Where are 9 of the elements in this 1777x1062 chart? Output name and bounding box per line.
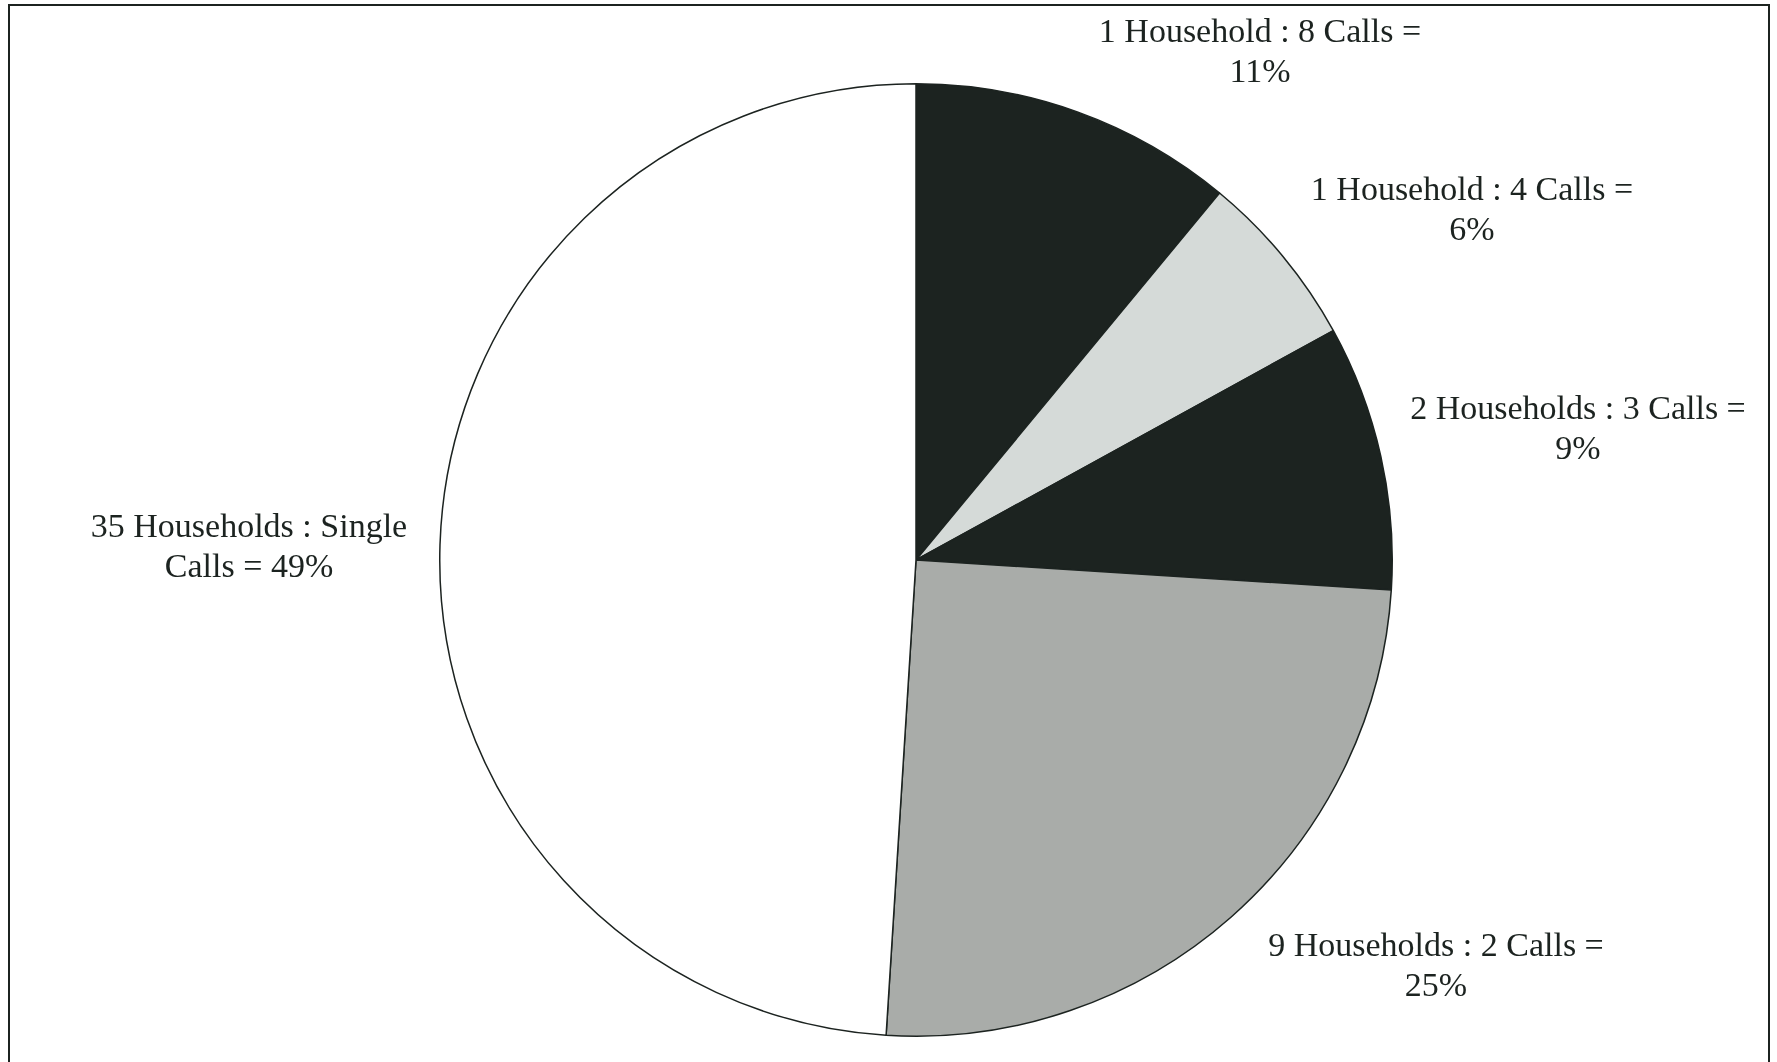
data-label: 9% bbox=[1555, 428, 1601, 466]
slice-label: 2 Households : 3 Calls = bbox=[1410, 388, 1746, 426]
data-label: 6% bbox=[1449, 209, 1495, 247]
slice-label: 1 Household : 8 Calls = bbox=[1098, 11, 1422, 49]
slice-label: 1 Household : 4 Calls = bbox=[1310, 169, 1634, 207]
data-label: 25% bbox=[1404, 965, 1468, 1003]
data-label: 11% bbox=[1229, 51, 1291, 89]
slice-label: 9 Households : 2 Calls = bbox=[1268, 925, 1604, 963]
slice-label: 35 Households : Single Calls = 49% bbox=[90, 506, 408, 584]
